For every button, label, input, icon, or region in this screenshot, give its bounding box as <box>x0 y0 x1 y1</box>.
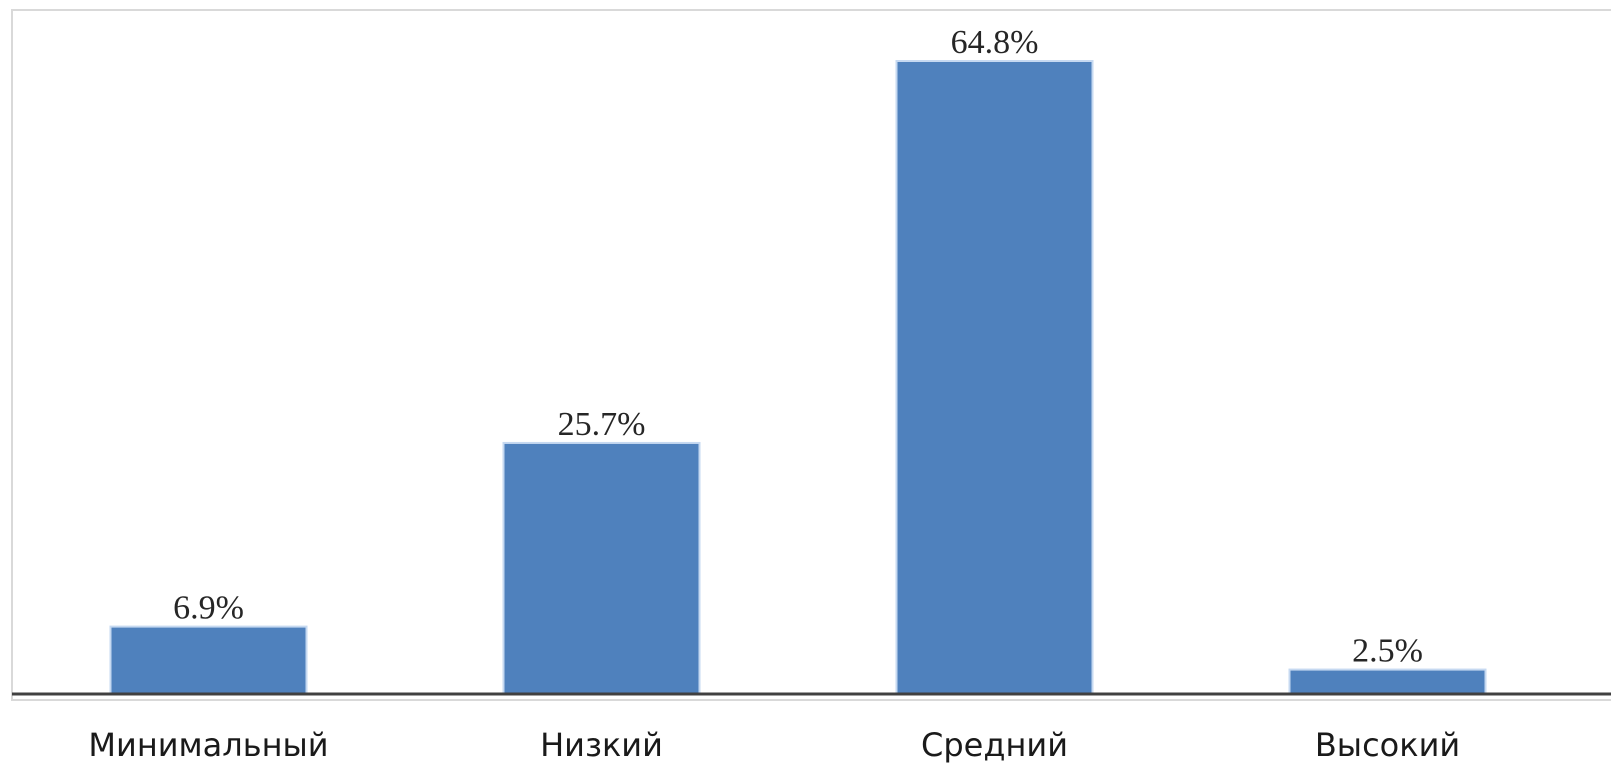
data-label-1: 25.7% <box>558 406 646 443</box>
bars-layer <box>109 60 1487 696</box>
x-tick-label-2: Средний <box>921 726 1068 764</box>
bar-2 <box>895 60 1094 695</box>
data-label-2: 64.8% <box>951 24 1039 61</box>
chart-frame-border <box>11 9 1611 701</box>
bar-3 <box>1288 668 1487 695</box>
bar-1 <box>502 441 701 695</box>
x-tick-label-3: Высокий <box>1315 726 1460 764</box>
data-label-3: 2.5% <box>1352 633 1423 670</box>
bar-0 <box>109 625 308 696</box>
x-tick-label-1: Низкий <box>540 726 663 764</box>
data-label-0: 6.9% <box>173 590 244 627</box>
x-tick-label-0: Минимальный <box>88 726 328 764</box>
data-labels-layer: 6.9% 25.7% 64.8% 2.5% <box>173 24 1423 670</box>
x-tick-labels-layer: Минимальный Низкий Средний Высокий <box>88 726 1460 764</box>
